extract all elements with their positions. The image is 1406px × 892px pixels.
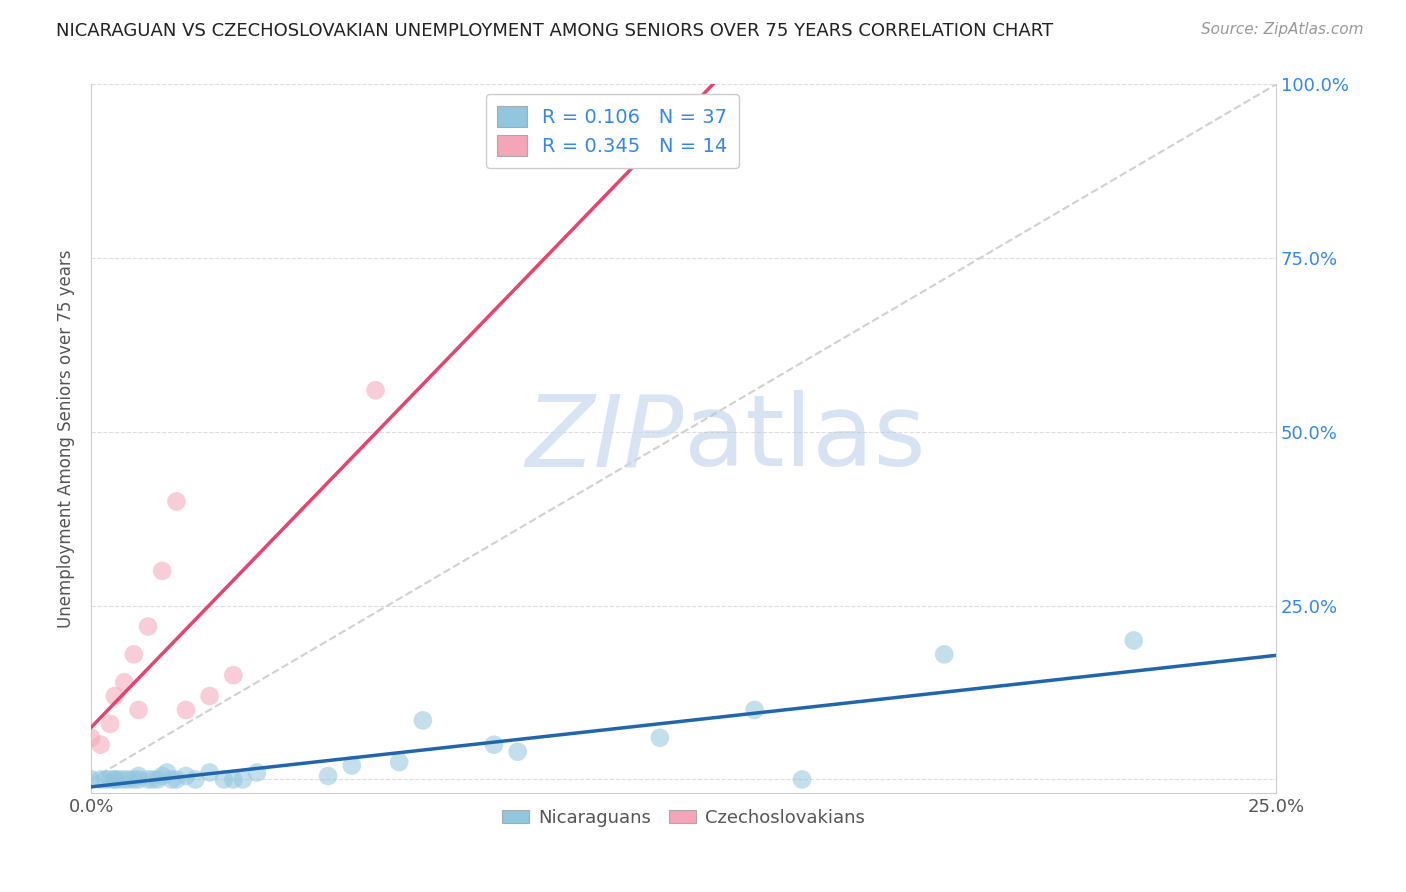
Point <box>506 745 529 759</box>
Point <box>94 772 117 787</box>
Point <box>104 689 127 703</box>
Point <box>790 772 813 787</box>
Point <box>232 772 254 787</box>
Point <box>146 772 169 787</box>
Legend: Nicaraguans, Czechoslovakians: Nicaraguans, Czechoslovakians <box>495 802 872 834</box>
Point <box>198 689 221 703</box>
Point <box>934 648 956 662</box>
Point <box>222 668 245 682</box>
Point <box>222 772 245 787</box>
Point <box>136 619 159 633</box>
Point <box>90 772 112 787</box>
Point <box>104 772 127 787</box>
Point <box>364 383 387 397</box>
Text: ZIP: ZIP <box>526 391 683 487</box>
Point <box>98 716 121 731</box>
Point <box>160 772 183 787</box>
Point <box>198 765 221 780</box>
Point <box>174 703 197 717</box>
Point <box>412 714 434 728</box>
Point <box>246 765 269 780</box>
Point <box>316 769 339 783</box>
Point <box>128 769 150 783</box>
Point <box>744 703 766 717</box>
Text: NICARAGUAN VS CZECHOSLOVAKIAN UNEMPLOYMENT AMONG SENIORS OVER 75 YEARS CORRELATI: NICARAGUAN VS CZECHOSLOVAKIAN UNEMPLOYME… <box>56 22 1053 40</box>
Point <box>212 772 235 787</box>
Text: Source: ZipAtlas.com: Source: ZipAtlas.com <box>1201 22 1364 37</box>
Point <box>174 769 197 783</box>
Point <box>80 772 103 787</box>
Point <box>150 564 173 578</box>
Point <box>128 772 150 787</box>
Point <box>90 738 112 752</box>
Point <box>156 765 179 780</box>
Point <box>166 494 188 508</box>
Point <box>108 772 131 787</box>
Point <box>482 738 505 752</box>
Point <box>388 755 411 769</box>
Point <box>136 772 159 787</box>
Point <box>150 769 173 783</box>
Point <box>122 772 145 787</box>
Point <box>166 772 188 787</box>
Point <box>80 731 103 745</box>
Text: atlas: atlas <box>683 391 925 487</box>
Point <box>648 731 671 745</box>
Point <box>128 703 150 717</box>
Point <box>118 772 141 787</box>
Y-axis label: Unemployment Among Seniors over 75 years: Unemployment Among Seniors over 75 years <box>58 250 75 628</box>
Point <box>104 772 127 787</box>
Point <box>112 772 135 787</box>
Point <box>122 648 145 662</box>
Point <box>184 772 207 787</box>
Point <box>340 758 363 772</box>
Point <box>1122 633 1144 648</box>
Point <box>142 772 165 787</box>
Point <box>98 772 121 787</box>
Point <box>112 675 135 690</box>
